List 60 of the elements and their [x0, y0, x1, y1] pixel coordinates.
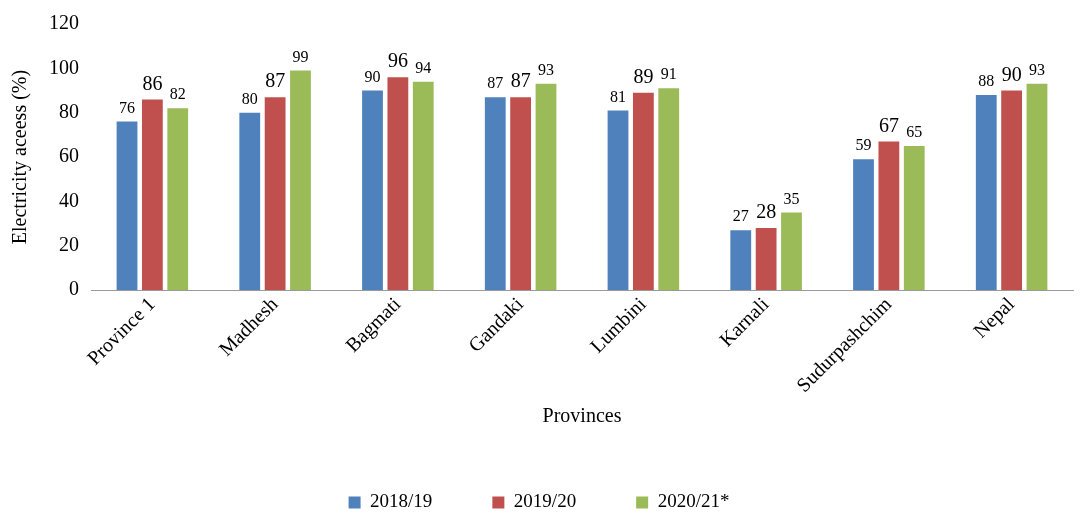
- data-label: 28: [756, 200, 777, 223]
- bar: [853, 159, 874, 291]
- bar: [141, 99, 163, 291]
- data-label: 67: [878, 113, 899, 136]
- y-tick-label: 60: [59, 144, 79, 167]
- data-label: 94: [415, 58, 432, 76]
- data-label: 99: [292, 47, 309, 65]
- bar: [239, 112, 261, 291]
- bar: [484, 97, 506, 291]
- legend-label: 2020/21*: [657, 490, 730, 512]
- data-label: 90: [364, 67, 381, 85]
- data-label: 96: [387, 49, 408, 72]
- y-tick-label: 120: [49, 11, 79, 34]
- data-label: 88: [978, 72, 995, 90]
- bar: [632, 92, 654, 291]
- bar: [730, 230, 752, 291]
- data-label: 27: [732, 207, 749, 225]
- bar: [510, 97, 532, 291]
- y-tick-label: 80: [59, 99, 79, 122]
- data-label: 65: [906, 123, 923, 141]
- data-label: 93: [537, 61, 554, 79]
- bar: [878, 141, 900, 291]
- data-label: 87: [510, 69, 531, 92]
- bar: [116, 121, 138, 291]
- y-tick-label: 40: [59, 188, 79, 211]
- data-label: 82: [169, 85, 186, 103]
- x-axis-title: Provinces: [542, 404, 622, 427]
- data-label: 89: [633, 64, 654, 87]
- y-tick-label: 20: [59, 232, 79, 255]
- data-label: 90: [1001, 62, 1022, 85]
- data-label: 87: [265, 69, 286, 92]
- bar: [903, 145, 925, 291]
- bar: [658, 88, 680, 291]
- legend-label: 2019/20: [513, 490, 577, 512]
- bar: [781, 212, 802, 291]
- bar: [412, 81, 434, 291]
- bar: [290, 70, 311, 291]
- data-label: 86: [142, 71, 163, 94]
- y-axis-title: Electricity aceess (%): [8, 69, 32, 245]
- bar: [1026, 83, 1048, 291]
- data-label: 93: [1028, 61, 1045, 79]
- bar: [607, 110, 629, 291]
- data-label: 59: [855, 136, 872, 154]
- y-tick-label: 100: [49, 55, 79, 78]
- legend-label: 2018/19: [370, 490, 433, 512]
- bar: [535, 83, 557, 291]
- bar: [387, 77, 409, 291]
- y-tick-label: 0: [69, 277, 79, 300]
- bar: [975, 94, 997, 291]
- data-label: 80: [241, 89, 258, 107]
- bar: [264, 97, 286, 291]
- data-label: 35: [783, 189, 800, 207]
- bar: [755, 227, 777, 291]
- bar: [1001, 90, 1023, 291]
- bar: [362, 90, 383, 291]
- data-label: 81: [610, 87, 627, 105]
- data-label: 76: [119, 98, 136, 116]
- data-label: 87: [487, 74, 504, 92]
- data-label: 91: [660, 65, 677, 83]
- bar: [167, 108, 189, 291]
